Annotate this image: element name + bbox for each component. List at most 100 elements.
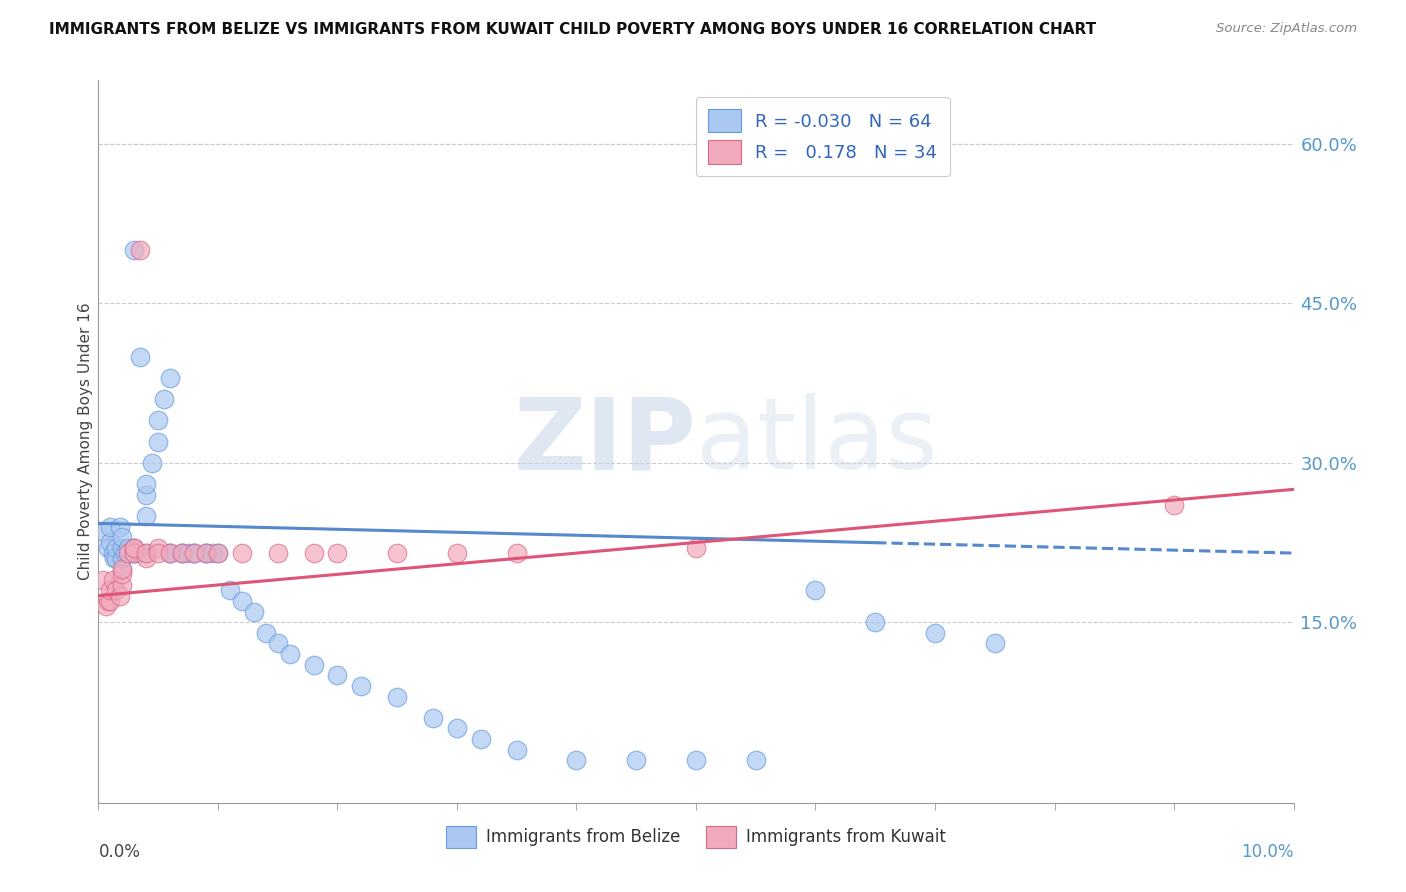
Point [117,546,139,560]
Point [201,546,224,560]
Point [207,546,229,560]
Point [135,546,157,560]
Point [94,599,117,614]
Point [148,413,170,427]
Point [183,546,205,560]
Point [231,546,253,560]
Point [385,546,409,560]
Point [105,551,128,566]
Text: atlas: atlas [696,393,938,490]
Text: 0.0%: 0.0% [98,843,141,861]
Point [111,551,134,566]
Point [135,551,157,566]
Point [101,573,124,587]
Point [105,541,128,555]
Point [124,541,146,555]
Point [159,371,181,385]
Point [685,541,707,555]
Point [278,647,301,661]
Point [111,562,134,576]
Point [135,477,157,491]
Point [148,546,170,560]
Point [172,546,194,560]
Point [103,551,125,566]
Point [124,546,146,560]
Point [105,583,128,598]
Point [302,657,325,672]
Point [111,530,134,544]
Point [183,546,205,560]
Point [98,535,122,549]
Point [243,605,266,619]
Text: Source: ZipAtlas.com: Source: ZipAtlas.com [1216,22,1357,36]
Point [804,583,827,598]
Point [124,541,146,555]
Point [626,753,648,767]
Point [111,562,134,576]
Point [254,625,277,640]
Text: ZIP: ZIP [513,393,696,490]
Point [124,244,146,258]
Point [91,573,114,587]
Point [422,711,444,725]
Point [195,546,218,560]
Point [177,546,200,560]
Point [108,589,131,603]
Point [267,546,290,560]
Point [506,742,529,756]
Text: 10.0%: 10.0% [1241,843,1294,861]
Point [326,668,349,682]
Point [385,690,409,704]
Point [984,636,1007,650]
Text: IMMIGRANTS FROM BELIZE VS IMMIGRANTS FROM KUWAIT CHILD POVERTY AMONG BOYS UNDER : IMMIGRANTS FROM BELIZE VS IMMIGRANTS FRO… [49,22,1097,37]
Point [98,594,122,608]
Point [98,583,122,598]
Point [302,546,325,560]
Point [172,546,194,560]
Point [98,519,122,533]
Point [446,722,468,736]
Point [141,456,163,470]
Point [129,350,152,364]
Point [135,488,157,502]
Point [101,546,124,560]
Point [135,508,157,523]
Point [565,753,588,767]
Point [111,578,134,592]
Point [108,519,131,533]
Point [124,546,146,560]
Legend: Immigrants from Belize, Immigrants from Kuwait: Immigrants from Belize, Immigrants from … [439,818,953,856]
Point [350,679,373,693]
Point [124,541,146,555]
Point [195,546,218,560]
Point [111,567,134,582]
Point [183,546,205,560]
Point [326,546,349,560]
Point [865,615,887,630]
Point [267,636,290,650]
Point [159,546,181,560]
Point [1163,498,1185,512]
Point [745,753,768,767]
Point [231,594,253,608]
Point [97,594,120,608]
Point [148,434,170,449]
Point [219,583,242,598]
Point [111,541,134,555]
Point [159,546,181,560]
Point [93,524,115,539]
Point [117,541,139,555]
Point [124,546,146,560]
Point [114,546,136,560]
Point [207,546,229,560]
Point [446,546,468,560]
Point [135,546,157,560]
Point [159,546,181,560]
Point [129,546,152,560]
Point [924,625,946,640]
Point [117,546,139,560]
Point [685,753,707,767]
Point [470,732,492,747]
Point [129,244,152,258]
Point [97,541,120,555]
